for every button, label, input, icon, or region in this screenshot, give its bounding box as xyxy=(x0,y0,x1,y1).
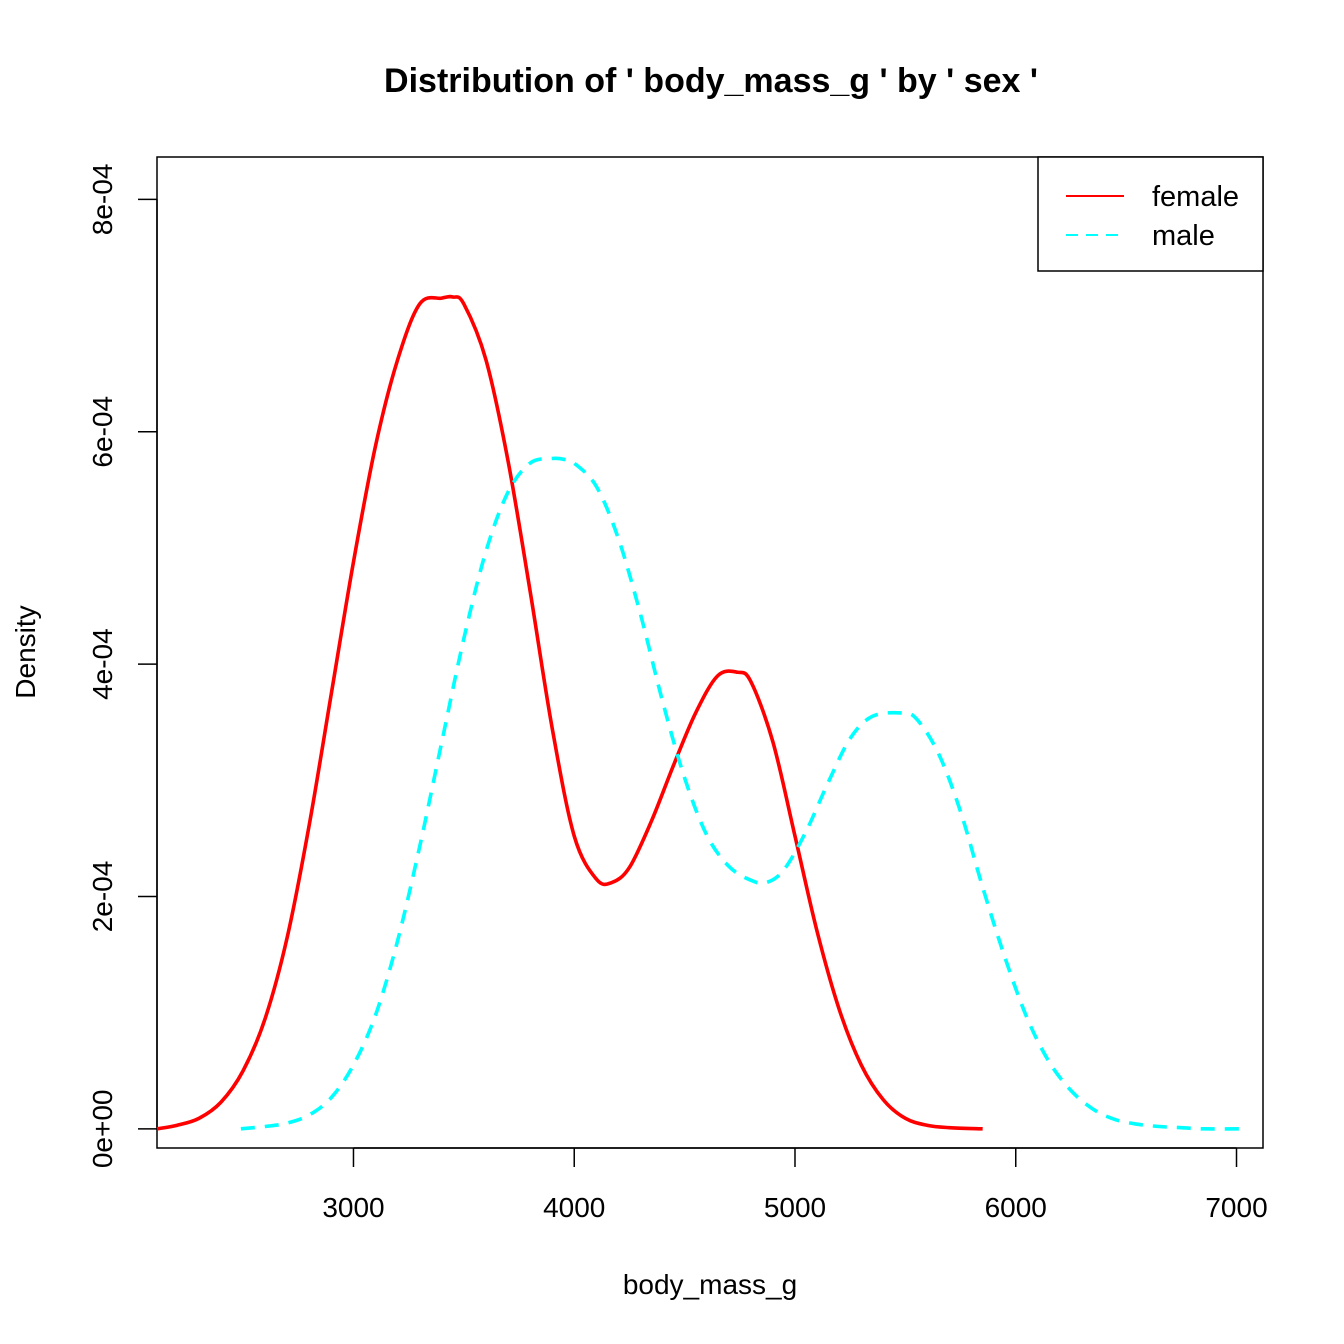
plot-frame xyxy=(156,156,1264,1149)
legend: female male xyxy=(1037,156,1264,272)
series-line-male xyxy=(240,456,1244,1131)
series-layer xyxy=(156,294,1244,1131)
legend-label-female: female xyxy=(1152,181,1239,213)
x-axis: 3000 4000 5000 6000 7000 xyxy=(322,1147,1268,1223)
chart-title: Distribution of ' body_mass_g ' by ' sex… xyxy=(384,62,1038,100)
x-tick-label: 6000 xyxy=(985,1192,1047,1223)
y-tick-label: 8e-04 xyxy=(87,164,118,236)
x-tick-label: 7000 xyxy=(1205,1192,1267,1223)
x-tick-label: 4000 xyxy=(543,1192,605,1223)
x-tick-label: 3000 xyxy=(322,1192,384,1223)
y-axis-label: Density xyxy=(10,605,41,698)
y-axis: 0e+00 2e-04 4e-04 6e-04 8e-04 xyxy=(87,164,158,1169)
y-tick-label: 2e-04 xyxy=(87,861,118,933)
x-axis-label: body_mass_g xyxy=(623,1269,797,1300)
series-line-female xyxy=(156,294,983,1131)
legend-box xyxy=(1037,156,1264,272)
legend-label-male: male xyxy=(1152,220,1215,252)
x-tick-label: 5000 xyxy=(764,1192,826,1223)
y-tick-label: 4e-04 xyxy=(87,628,118,700)
y-tick-label: 0e+00 xyxy=(87,1090,118,1169)
y-tick-label: 6e-04 xyxy=(87,396,118,468)
